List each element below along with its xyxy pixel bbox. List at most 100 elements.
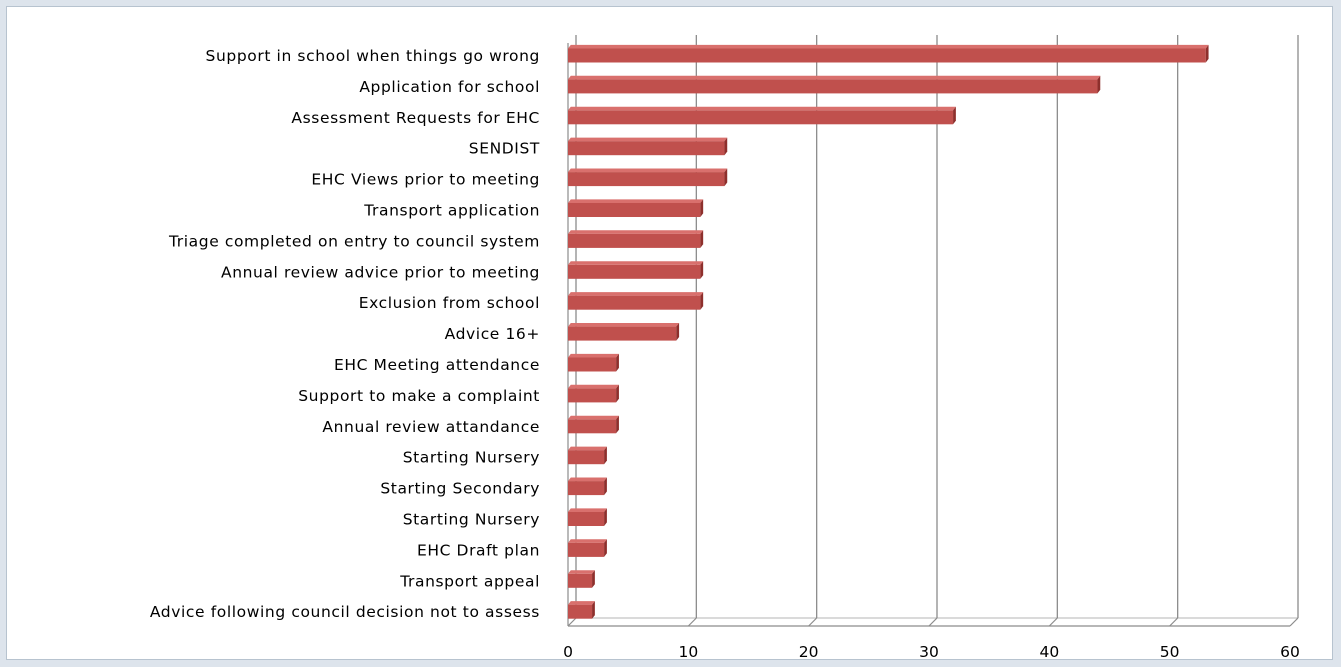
bar-top-face <box>568 415 619 420</box>
category-label: Starting Nursery <box>403 511 540 529</box>
bar <box>568 446 607 465</box>
x-tick-label: 30 <box>919 643 939 661</box>
bar-side-face <box>604 508 607 526</box>
bar-side-face <box>616 415 619 434</box>
category-label: Starting Nursery <box>403 449 540 467</box>
x-tick-label: 40 <box>1039 643 1059 661</box>
bar-front-face <box>568 264 701 279</box>
bar-side-face <box>616 384 619 403</box>
bar-top-face <box>568 137 728 142</box>
bar <box>568 137 728 156</box>
bar-front-face <box>568 481 605 496</box>
bar-side-face <box>700 261 704 279</box>
x-tick-label: 60 <box>1280 643 1300 661</box>
bar-side-face <box>592 601 595 619</box>
bar-top-face <box>568 199 704 203</box>
category-label: EHC Draft plan <box>417 541 540 559</box>
category-label: Annual review advice prior to meeting <box>221 263 540 281</box>
bar <box>568 384 619 403</box>
bar <box>568 353 619 372</box>
bar-front-face <box>568 79 1098 94</box>
gridline-floor <box>1169 617 1179 627</box>
category-label: Advice 16+ <box>445 325 540 343</box>
x-tick-label: 50 <box>1160 643 1180 661</box>
bar <box>568 106 956 125</box>
bar <box>568 477 607 496</box>
category-label: SENDIST <box>469 140 540 158</box>
bar-side-face <box>953 106 956 125</box>
bar-side-face <box>1205 44 1209 63</box>
bar-top-face <box>568 446 607 451</box>
bar-side-face <box>700 199 704 217</box>
bar-side-face <box>724 137 728 156</box>
bar-side-face <box>1097 75 1101 94</box>
bar-top-face <box>568 106 956 111</box>
chart-gridlines <box>567 35 1299 627</box>
bar-top-face <box>568 323 680 327</box>
bar <box>568 570 595 588</box>
gridline-floor <box>928 617 938 627</box>
gridline-floor <box>1048 617 1058 627</box>
bar-top-face <box>568 539 607 543</box>
bar-side-face <box>604 477 607 496</box>
bar-front-face <box>568 604 593 619</box>
category-label: EHC Meeting attendance <box>334 356 540 374</box>
bar <box>568 415 619 434</box>
bar <box>568 508 607 526</box>
bar-front-face <box>568 203 701 217</box>
bar-side-face <box>700 230 704 248</box>
bar-top-face <box>568 261 704 265</box>
bar-front-face <box>568 233 701 248</box>
bar-front-face <box>568 357 617 372</box>
bar <box>568 292 704 310</box>
bar-top-face <box>568 570 595 574</box>
bar <box>568 539 607 557</box>
bar-side-face <box>676 323 680 341</box>
x-tick-labels: 0 10 20 30 40 50 60 <box>563 643 1300 661</box>
bar-top-face <box>568 230 704 234</box>
bar-side-face <box>604 446 607 465</box>
bar-front-face <box>568 419 617 434</box>
bar-top-face <box>568 384 619 389</box>
bar-side-face <box>616 353 619 372</box>
bar-top-face <box>568 477 607 482</box>
category-label: Annual review attandance <box>322 418 540 436</box>
gridline-floor <box>567 617 577 627</box>
category-labels: Support in school when things go wrong Ap… <box>150 47 540 621</box>
category-label: Triage completed on entry to council sys… <box>168 232 540 250</box>
bar-top-face <box>568 601 595 605</box>
chart-frame: Support in school when things go wrong Ap… <box>6 6 1333 661</box>
bar-side-face <box>700 292 704 310</box>
x-tick-label: 0 <box>563 643 573 661</box>
bar-top-face <box>568 292 704 296</box>
category-label: Advice following council decision not to… <box>150 603 540 621</box>
bar <box>568 323 680 341</box>
bar-top-face <box>568 168 728 173</box>
bar-top-face <box>568 508 607 512</box>
bar-front-face <box>568 512 605 526</box>
bar-chart: Support in school when things go wrong Ap… <box>150 35 1300 661</box>
bar-top-face <box>568 75 1101 80</box>
bar <box>568 75 1101 94</box>
bar-top-face <box>568 44 1209 49</box>
bar-side-face <box>604 539 607 557</box>
bar-front-face <box>568 141 725 156</box>
category-label: Application for school <box>359 78 540 96</box>
bar <box>568 261 704 279</box>
category-label: Transport appeal <box>399 572 540 590</box>
bar <box>568 168 728 187</box>
bar-side-face <box>592 570 595 588</box>
bar-front-face <box>568 388 617 403</box>
bar <box>568 199 704 217</box>
category-label: Support in school when things go wrong <box>206 47 540 65</box>
bar-front-face <box>568 48 1206 63</box>
bar <box>568 44 1209 63</box>
bar-top-face <box>568 353 619 358</box>
category-label: EHC Views prior to meeting <box>311 171 540 189</box>
bar-front-face <box>568 295 701 310</box>
bar-front-face <box>568 110 954 125</box>
bar <box>568 601 595 619</box>
x-tick-label: 20 <box>799 643 819 661</box>
bar-front-face <box>568 542 605 557</box>
bar <box>568 230 704 248</box>
